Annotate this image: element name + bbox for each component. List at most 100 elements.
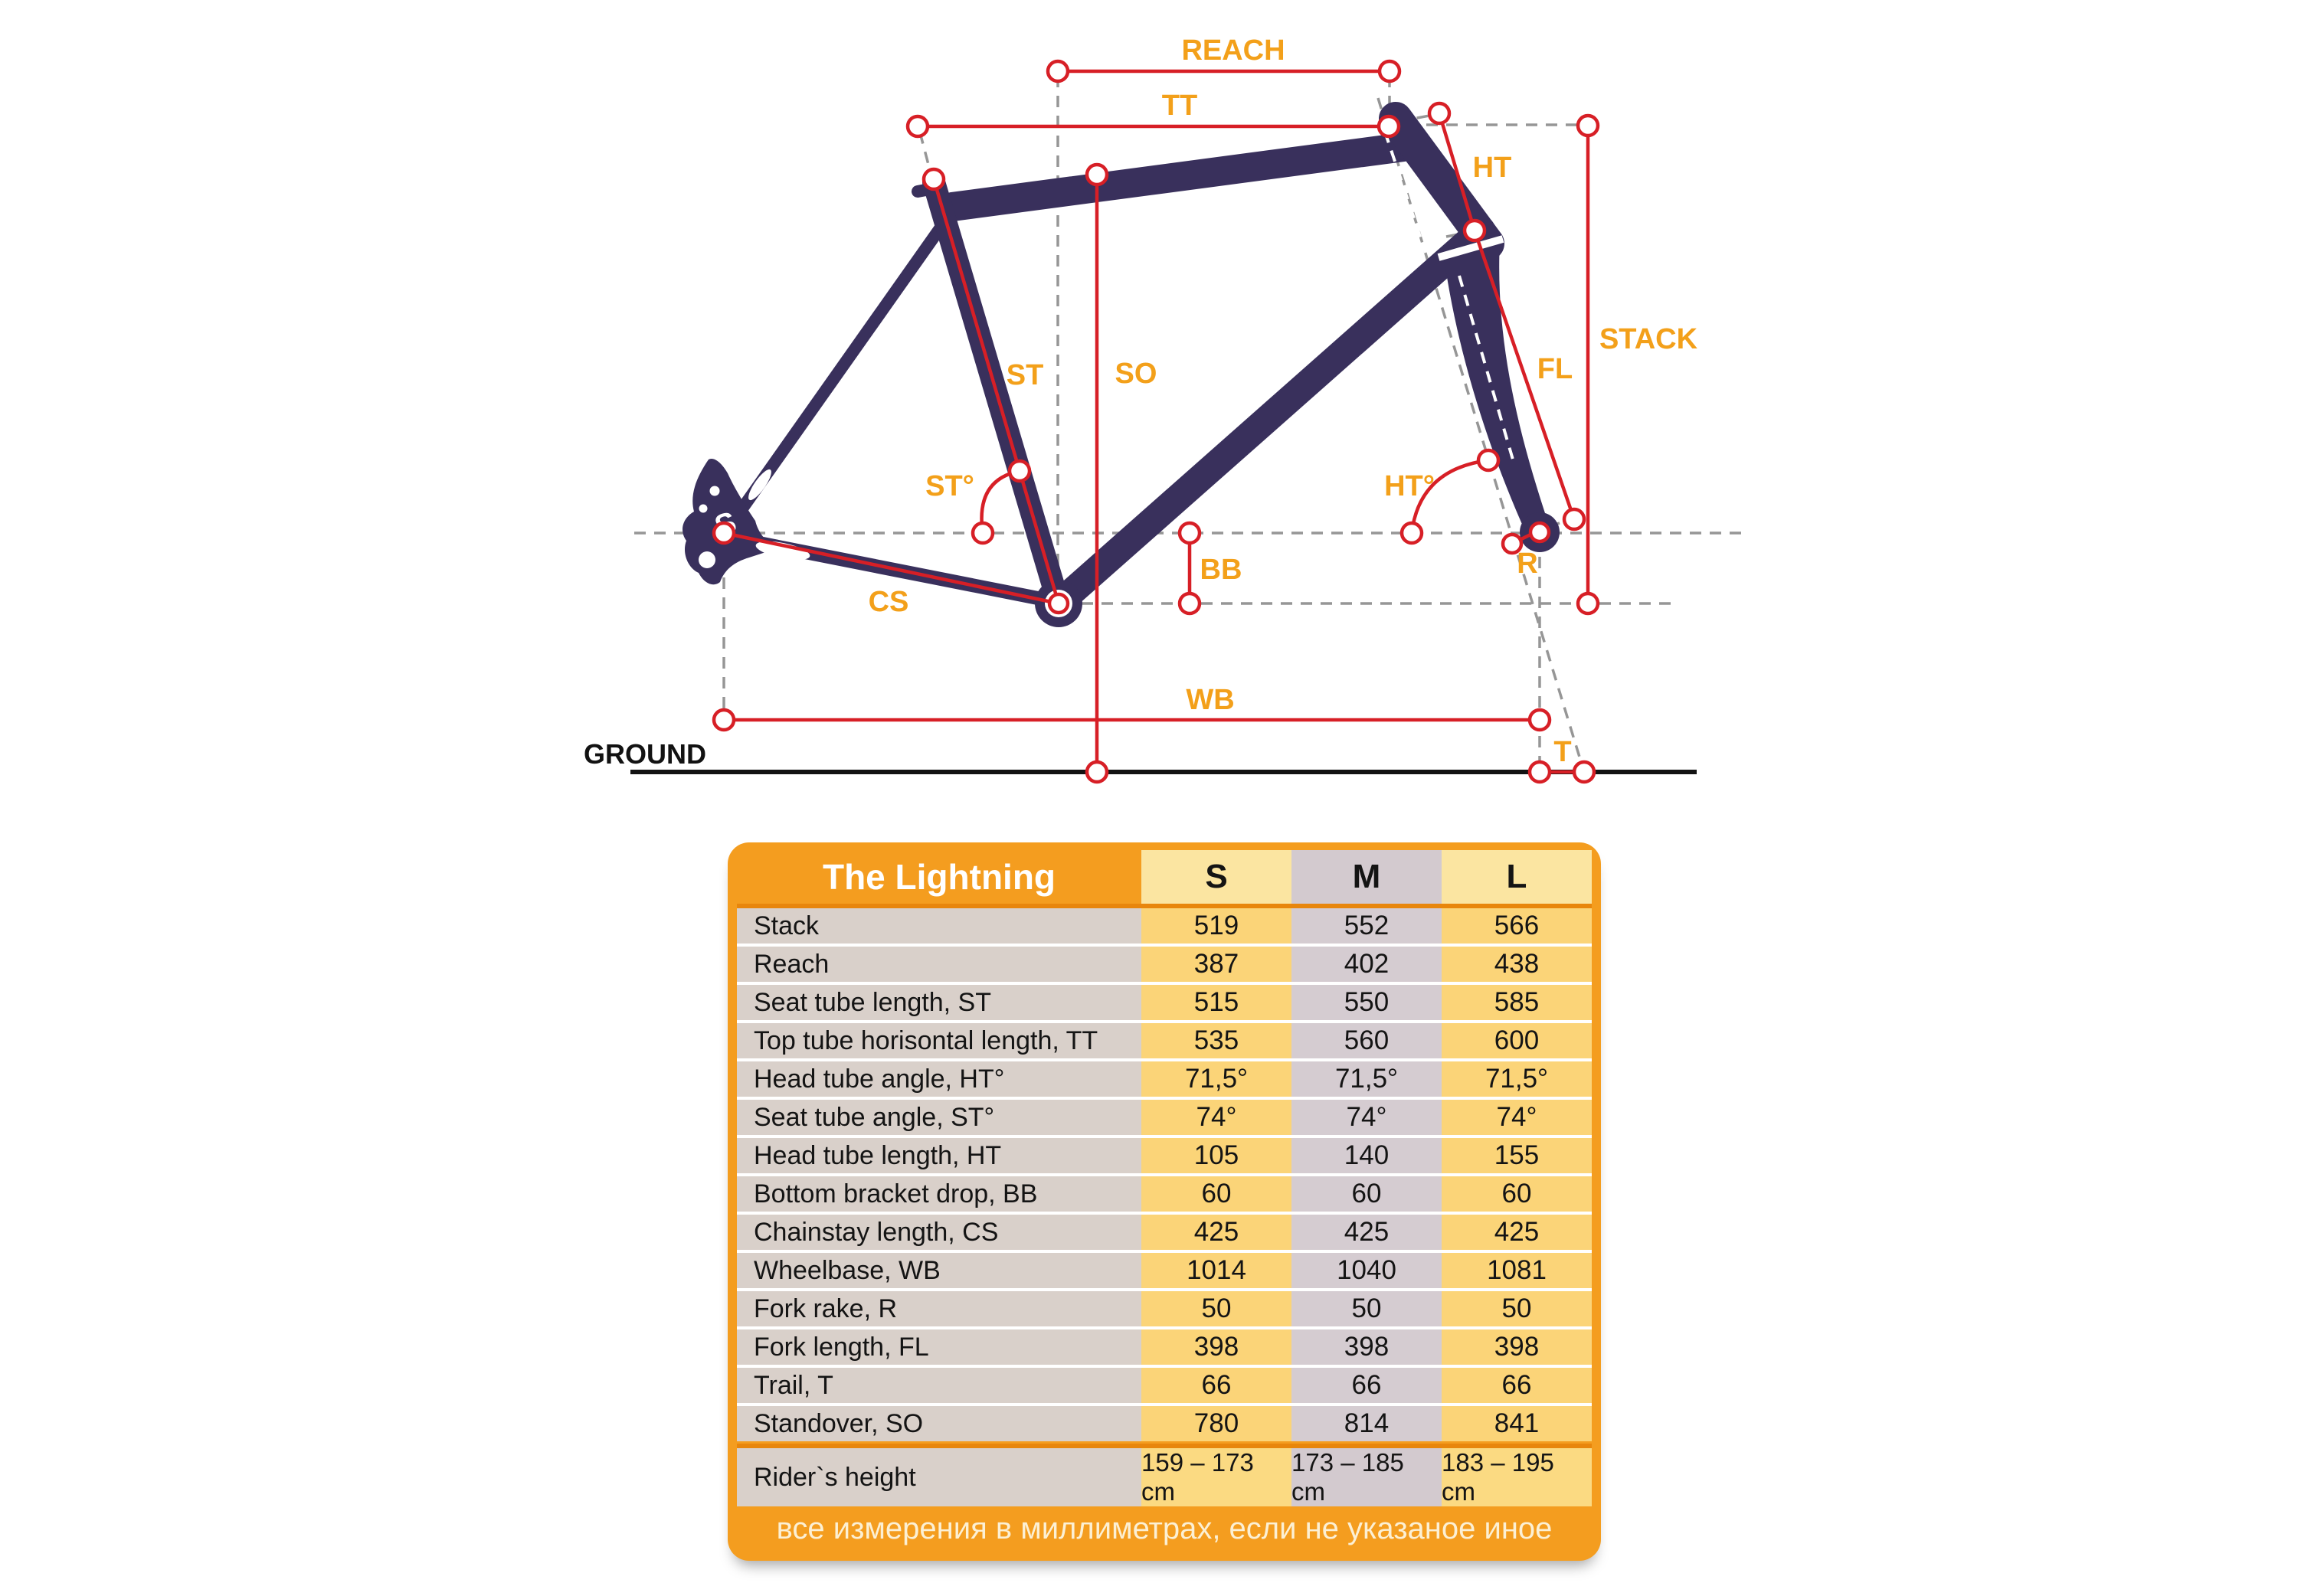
spec-value-m: 71,5° <box>1291 1061 1442 1097</box>
spec-value-s: 387 <box>1141 947 1291 982</box>
column-header-l: L <box>1442 850 1592 904</box>
spec-value-s: 515 <box>1141 985 1291 1020</box>
spec-value-l: 71,5° <box>1442 1061 1592 1097</box>
steering-axis-on-fork <box>1458 275 1514 460</box>
spec-value-s: 425 <box>1141 1215 1291 1250</box>
spec-row: Seat tube angle, ST° 74° 74° 74° <box>737 1100 1592 1135</box>
column-header-s: S <box>1141 850 1291 904</box>
rider-separator <box>737 1444 1592 1448</box>
wb-right-marker <box>1527 708 1552 732</box>
spec-value-s: 71,5° <box>1141 1061 1291 1097</box>
spec-row-label: Fork rake, R <box>737 1291 1141 1326</box>
steering-axis-on-frame <box>1383 131 1427 253</box>
spec-value-l: 398 <box>1442 1329 1592 1365</box>
spec-value-m: 140 <box>1291 1138 1442 1173</box>
spec-row: Head tube length, HT 105 140 155 <box>737 1138 1592 1173</box>
spec-row: Standover, SO 780 814 841 <box>737 1406 1592 1441</box>
wb-label: WB <box>1186 684 1234 716</box>
bike-geometry-diagram: S GROUND <box>584 34 1746 784</box>
rider-height-value-l: 183 – 195 cm <box>1442 1448 1592 1506</box>
spec-value-l: 74° <box>1442 1100 1592 1135</box>
spec-value-m: 66 <box>1291 1368 1442 1403</box>
rake-label: R <box>1517 548 1537 580</box>
spec-row-label: Bottom bracket drop, BB <box>737 1176 1141 1212</box>
fork-crown-gap <box>1437 235 1504 261</box>
header-separator <box>737 904 1592 908</box>
st-top-marker <box>921 167 946 191</box>
reach-label: REACH <box>1181 34 1285 67</box>
spec-value-l: 50 <box>1442 1291 1592 1326</box>
spec-value-m: 1040 <box>1291 1253 1442 1288</box>
spec-value-m: 74° <box>1291 1100 1442 1135</box>
spec-row-label: Chainstay length, CS <box>737 1215 1141 1250</box>
stack-label: STACK <box>1599 323 1698 355</box>
table-footnote: все измерения в миллиметрах, если не ука… <box>776 1511 1553 1545</box>
column-header-m: M <box>1291 850 1442 904</box>
top-tube <box>938 132 1418 221</box>
spec-value-l: 841 <box>1442 1406 1592 1441</box>
ground: GROUND <box>584 738 1697 774</box>
fl-bottom-marker <box>1562 507 1586 531</box>
steering-axis-guide <box>1377 97 1586 773</box>
spec-row: Seat tube length, ST 515 550 585 <box>737 985 1592 1020</box>
rider-height-row: Rider`s height 159 – 173 cm 173 – 185 cm… <box>737 1448 1592 1506</box>
spec-row-label: Head tube length, HT <box>737 1138 1141 1173</box>
spec-value-l: 155 <box>1442 1138 1592 1173</box>
tt-left-marker <box>905 114 930 139</box>
stack-top-marker <box>1576 113 1600 138</box>
spec-row-label: Head tube angle, HT° <box>737 1061 1141 1097</box>
ht-bottom-marker <box>1462 218 1487 243</box>
st-angle-label: ST° <box>925 470 974 502</box>
st-line <box>931 178 1061 604</box>
spec-row-label: Seat tube length, ST <box>737 985 1141 1020</box>
tt-right-marker <box>1377 114 1401 139</box>
ht-top-marker <box>1427 101 1452 126</box>
spec-value-m: 425 <box>1291 1215 1442 1250</box>
spec-value-s: 398 <box>1141 1329 1291 1365</box>
spec-value-s: 66 <box>1141 1368 1291 1403</box>
spec-value-l: 566 <box>1442 908 1592 944</box>
hanger-hole <box>699 551 715 568</box>
dimension-markers <box>712 59 1600 784</box>
dimension-labels: REACH TT HT STACK FL ST SO ST° HT° BB CS… <box>869 34 1698 768</box>
spec-row-label: Trail, T <box>737 1368 1141 1403</box>
spec-row: Chainstay length, CS 425 425 425 <box>737 1215 1592 1250</box>
spec-row-label: Wheelbase, WB <box>737 1253 1141 1288</box>
spec-row: Bottom bracket drop, BB 60 60 60 <box>737 1176 1592 1212</box>
spec-row-label: Stack <box>737 908 1141 944</box>
trail-label: T <box>1553 736 1571 768</box>
bb-label: BB <box>1200 554 1242 586</box>
spec-rows: Stack 519 552 566 Reach 387 402 438 Seat tube le… <box>737 908 1592 1441</box>
cs-label: CS <box>869 586 909 618</box>
ht-label: HT <box>1473 152 1512 184</box>
spec-value-m: 560 <box>1291 1023 1442 1058</box>
spec-value-l: 60 <box>1442 1176 1592 1212</box>
trail-right-marker <box>1572 760 1596 784</box>
spec-row: Stack 519 552 566 <box>737 908 1592 944</box>
spec-row-label: Reach <box>737 947 1141 982</box>
cs-line <box>723 531 1059 606</box>
spec-row-label: Seat tube angle, ST° <box>737 1100 1141 1135</box>
fl-label: FL <box>1537 353 1573 385</box>
so-label: SO <box>1115 358 1157 390</box>
ht-angle-label: HT° <box>1384 470 1435 502</box>
spec-value-m: 398 <box>1291 1329 1442 1365</box>
tt-to-seatclamp-guide <box>918 132 932 174</box>
seatstay-cutout <box>748 469 771 501</box>
tt-label: TT <box>1162 90 1197 122</box>
spec-value-m: 50 <box>1291 1291 1442 1326</box>
wb-left-marker <box>712 708 736 732</box>
spec-row: Fork length, FL 398 398 398 <box>737 1329 1592 1365</box>
spec-row-label: Fork length, FL <box>737 1329 1141 1365</box>
rider-height-value-s: 159 – 173 cm <box>1141 1448 1291 1506</box>
spec-value-m: 60 <box>1291 1176 1442 1212</box>
ht-arc-top-marker <box>1476 448 1501 473</box>
spec-value-m: 552 <box>1291 908 1442 944</box>
spec-value-l: 1081 <box>1442 1253 1592 1288</box>
spec-value-s: 74° <box>1141 1100 1291 1135</box>
spec-row: Fork rake, R 50 50 50 <box>737 1291 1592 1326</box>
down-tube <box>1045 216 1495 617</box>
spec-value-m: 814 <box>1291 1406 1442 1441</box>
